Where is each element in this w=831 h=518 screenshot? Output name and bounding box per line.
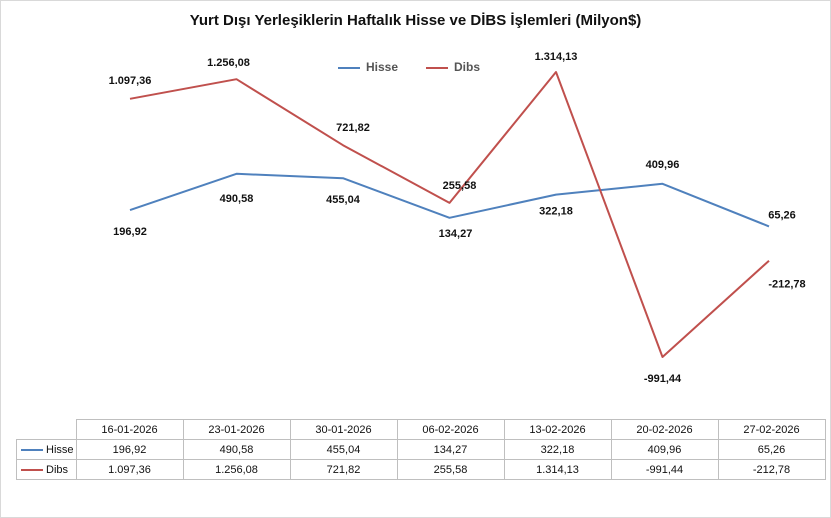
data-label-dibs: -212,78 [768, 279, 805, 291]
data-label-hisse: 196,92 [113, 226, 147, 238]
plot-area: 196,92 490,58 455,04 134,27 322,18 409,96 65,2… [109, 51, 806, 385]
table-header-row: 16-01-2026 23-01-2026 30-01-2026 06-02-2… [16, 419, 826, 440]
row-label-hisse: Hisse [46, 443, 74, 456]
data-label-dibs: 1.097,36 [109, 75, 152, 87]
table-cell: 721,82 [289, 459, 398, 480]
table-header-cell: 06-02-2026 [396, 419, 505, 440]
data-label-dibs: 1.256,08 [207, 57, 250, 69]
table-row-dibs: Dibs 1.097,36 1.256,08 721,82 255,58 1.3… [16, 459, 826, 480]
table-cell: 455,04 [289, 439, 398, 460]
table-header-cell: 30-01-2026 [289, 419, 398, 440]
table-header-cell: 23-01-2026 [182, 419, 291, 440]
table-cell: 490,58 [182, 439, 291, 460]
table-header-cell: 20-02-2026 [610, 419, 719, 440]
data-label-hisse: 322,18 [539, 206, 573, 218]
table-cell: 134,27 [396, 439, 505, 460]
row-swatch-hisse [21, 448, 43, 451]
table-cell: 409,96 [610, 439, 719, 460]
table-cell: 1.097,36 [75, 459, 184, 480]
data-label-hisse: 65,26 [768, 209, 796, 221]
table-cell: 1.314,13 [503, 459, 612, 480]
series-line-dibs [129, 71, 770, 358]
data-table: 16-01-2026 23-01-2026 30-01-2026 06-02-2… [16, 419, 826, 480]
legend-swatch-dibs [426, 66, 448, 69]
table-cell: 255,58 [396, 459, 505, 480]
data-label-hisse: 490,58 [220, 193, 254, 205]
table-cell: -212,78 [717, 459, 826, 480]
legend-label-hisse: Hisse [366, 60, 399, 74]
table-header-cell: 13-02-2026 [503, 419, 612, 440]
table-cell: 322,18 [503, 439, 612, 460]
table-cell: 65,26 [717, 439, 826, 460]
table-cell: 196,92 [75, 439, 184, 460]
data-label-dibs: -991,44 [644, 373, 682, 385]
data-label-hisse: 409,96 [646, 159, 680, 171]
legend-label-dibs: Dibs [454, 60, 481, 74]
table-cell: -991,44 [610, 459, 719, 480]
data-label-hisse: 134,27 [439, 228, 473, 240]
series-line-hisse [129, 172, 770, 228]
data-label-dibs: 255,58 [443, 180, 477, 192]
table-row-hisse: Hisse 196,92 490,58 455,04 134,27 322,18… [16, 439, 826, 460]
legend-item-dibs: Dibs [426, 60, 480, 74]
legend-item-hisse: Hisse [338, 60, 398, 74]
data-label-dibs: 721,82 [336, 122, 370, 134]
row-swatch-dibs [21, 468, 43, 471]
table-header-cell: 16-01-2026 [75, 419, 184, 440]
data-label-dibs: 1.314,13 [535, 51, 578, 63]
row-label-dibs: Dibs [46, 463, 69, 476]
table-row-header: Hisse [16, 439, 77, 460]
chart-title: Yurt Dışı Yerleşiklerin Haftalık Hisse v… [189, 12, 642, 29]
table-row-header: Dibs [16, 459, 77, 480]
legend-swatch-hisse [338, 66, 360, 69]
data-label-hisse: 455,04 [326, 194, 361, 206]
table-corner [16, 419, 77, 440]
table-cell: 1.256,08 [182, 459, 291, 480]
table-header-cell: 27-02-2026 [717, 419, 826, 440]
